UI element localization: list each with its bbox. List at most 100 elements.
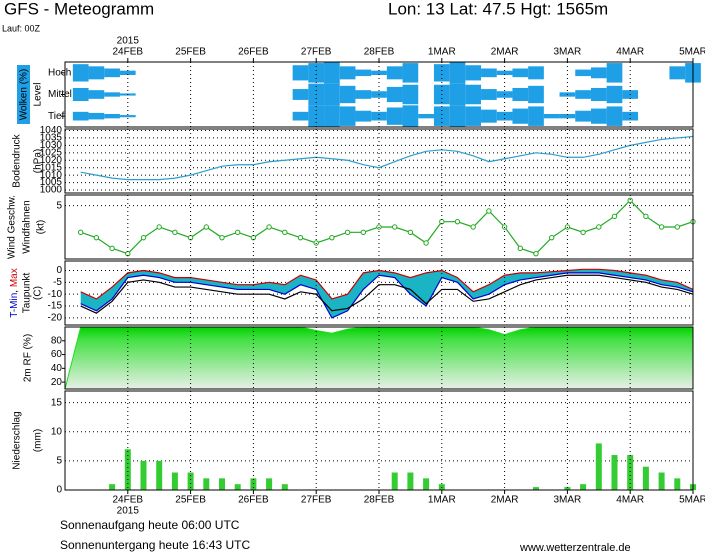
marker (486, 208, 492, 214)
precip-bar (674, 478, 681, 490)
level-name: Mittel (48, 89, 72, 100)
cloud-cell (512, 88, 529, 101)
marker (344, 229, 351, 236)
cloud-cell (418, 114, 434, 119)
y-tick-label: 1005 (40, 177, 63, 188)
line (80, 135, 694, 181)
cloud-cell (575, 110, 591, 122)
cloud-cell (559, 114, 576, 119)
year-bottom: 2015 (117, 506, 140, 517)
bottom-date-label: 2MAR (491, 495, 519, 506)
y-tick-label: 0 (56, 265, 62, 276)
cloud-cell (339, 106, 356, 126)
panel-frame (64, 61, 694, 128)
top-date-label: 3MAR (554, 47, 582, 58)
panel-frame (64, 326, 694, 390)
cloud-cell (355, 90, 372, 99)
precip-bar (171, 472, 178, 490)
marker (549, 234, 555, 241)
cloud-cell (528, 106, 544, 126)
y-axis-label: Niederschlag (12, 411, 23, 469)
cloud-cell (512, 68, 529, 78)
cloud-cell (371, 70, 387, 75)
precip-bar (266, 478, 273, 490)
bottom-date-label: 27FEB (301, 495, 332, 506)
marker (140, 234, 147, 241)
cloud-cell (386, 66, 403, 80)
marker (674, 224, 680, 230)
year-top: 2015 (117, 36, 140, 47)
y-axis-unit: (kt) (36, 220, 47, 234)
marker (596, 224, 602, 230)
marker (643, 213, 649, 220)
precip-bar (234, 484, 241, 490)
y-axis-unit: (mm) (33, 429, 44, 452)
legend-max: Max (9, 268, 20, 287)
top-date-label: 28FEB (364, 47, 395, 58)
cloud-cell (402, 84, 419, 105)
cloud-cell (465, 106, 482, 126)
y-tick-label: 1030 (40, 140, 63, 151)
top-date-label: 26FEB (238, 47, 269, 58)
cloud-cell (590, 88, 607, 101)
panel-frame (64, 194, 694, 260)
top-date-label: 4MAR (616, 47, 644, 58)
y-axis-label: 2m RF (%) (23, 334, 34, 382)
bottom-date-label: 24FEB (113, 495, 144, 506)
cloud-cell (402, 63, 419, 83)
marker (235, 229, 241, 236)
level-name: Hoch (48, 67, 71, 78)
precip-bar (658, 472, 665, 490)
marker (470, 224, 476, 230)
marker (109, 245, 115, 252)
bottom-date-label: 4MAR (616, 495, 644, 506)
y-tick-label: 1020 (40, 155, 63, 166)
precip-bar (156, 460, 163, 490)
run: Lauf: 00Z (2, 23, 41, 33)
marker (407, 229, 414, 236)
cloud-cell (308, 63, 325, 83)
y-tick-label: -20 (48, 313, 63, 324)
cloud-cell (88, 90, 105, 99)
cloud-cell (496, 70, 513, 75)
cloud-cell (449, 62, 466, 84)
bottom-date-label: 25FEB (175, 495, 206, 506)
y-tick-label: 5 (56, 456, 62, 467)
cloud-cell (528, 66, 544, 80)
cloud-cell (324, 83, 340, 106)
cloud-cell (72, 64, 89, 82)
cloud-cell (119, 70, 136, 75)
temp-line (80, 268, 694, 300)
cloud-cell (433, 106, 450, 126)
marker (329, 234, 335, 241)
site: www.wetterzentrale.de (519, 542, 631, 553)
top-date-label: 1MAR (428, 47, 456, 58)
y-axis-label: Bodendruck (12, 133, 23, 187)
marker (219, 234, 225, 241)
cloud-cell (669, 66, 686, 80)
cloud-cell (324, 62, 340, 84)
precip-bar (391, 472, 398, 490)
marker (156, 224, 162, 230)
cloud-cell (575, 90, 591, 99)
top-date-label: 5MAR (679, 47, 705, 58)
y-tick-label: 10 (51, 426, 63, 437)
temp-line (80, 274, 694, 314)
precip-bar (187, 472, 194, 490)
cloud-cell (88, 66, 105, 80)
precip-bar (627, 455, 634, 490)
cloud-cell (481, 89, 497, 100)
cloud-cell (465, 65, 482, 81)
y-tick-label: 20 (51, 377, 63, 388)
y-axis-unit: (hPa) (33, 149, 44, 173)
bottom-date-label: 1MAR (428, 495, 456, 506)
cloud-cell (606, 85, 623, 104)
precip-bar (423, 478, 430, 490)
cloud-cell (119, 115, 136, 118)
precip-bar (642, 466, 649, 490)
cloud-cell (339, 66, 356, 80)
level-label: Level (33, 83, 44, 107)
y-tick-label: 1010 (40, 170, 63, 181)
cloud-cell (449, 105, 466, 127)
